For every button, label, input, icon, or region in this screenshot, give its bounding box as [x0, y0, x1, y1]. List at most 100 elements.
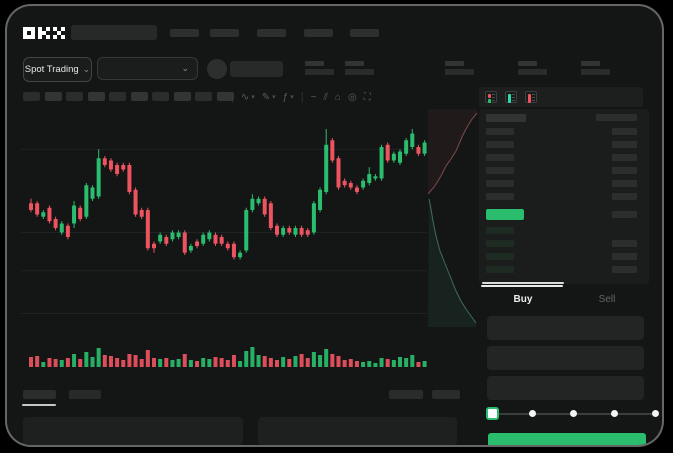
chart-settings-icon[interactable]: ◎ — [347, 91, 357, 103]
toolbar-divider: | — [231, 91, 234, 103]
timeframe-button-placeholder[interactable] — [66, 92, 83, 101]
buy-submit-button[interactable] — [488, 433, 646, 445]
market-type-label: Spot Trading — [24, 64, 79, 75]
timeframe-button-placeholder[interactable] — [87, 92, 105, 101]
nav-item-placeholder[interactable] — [210, 29, 239, 37]
order-input-placeholder[interactable] — [487, 316, 644, 340]
depth-chart — [427, 109, 481, 327]
ticker-stat-placeholder — [445, 61, 475, 81]
orderbook-scrollbar[interactable] — [482, 282, 564, 284]
line — [532, 100, 535, 101]
slider-handle[interactable] — [486, 407, 499, 420]
line — [532, 94, 535, 95]
line — [492, 100, 495, 101]
timeframe-button-placeholder[interactable] — [44, 92, 62, 101]
line — [512, 97, 515, 98]
tab-buy[interactable]: Buy — [513, 294, 533, 305]
line — [492, 94, 495, 95]
timeframe-button-placeholder[interactable] — [152, 92, 169, 101]
pair-name-placeholder — [230, 61, 283, 77]
orderbook-price-placeholder — [486, 240, 514, 247]
stat-label-placeholder — [305, 61, 324, 66]
ticker-stat-placeholder — [581, 61, 611, 81]
bottom-action-placeholder[interactable] — [432, 390, 460, 399]
stripe — [488, 99, 491, 103]
bottom-panel-placeholder — [258, 417, 457, 445]
orderbook-price-placeholder — [486, 128, 514, 135]
avatar[interactable] — [207, 59, 227, 79]
compare-icon[interactable]: ⫽ — [323, 91, 328, 103]
tab-sell[interactable]: Sell — [598, 294, 616, 305]
logo-letter-O — [23, 27, 35, 39]
orderbook-price-placeholder — [486, 141, 514, 148]
logo-letter-K — [38, 27, 50, 39]
nav-item-placeholder[interactable] — [257, 29, 286, 37]
okx-logo-icon[interactable] — [23, 25, 65, 41]
orderbook-amount-placeholder — [612, 253, 637, 260]
timeframe-button-placeholder[interactable] — [109, 92, 126, 101]
drawing-tool-icon[interactable]: ✎ ▾ — [261, 91, 276, 103]
candle-style-icon[interactable]: ∿ ▾ — [240, 91, 255, 103]
orderbook-amount-placeholder — [612, 167, 637, 174]
nav-item-placeholder[interactable] — [170, 29, 199, 37]
orderbook-amount-placeholder — [612, 240, 637, 247]
orderbook-price-placeholder — [486, 154, 514, 161]
timeframe-button-placeholder[interactable] — [216, 92, 234, 101]
orderbook-price-placeholder — [486, 227, 514, 234]
line — [492, 97, 495, 98]
stat-value-placeholder — [345, 69, 374, 75]
orderbook-amount-placeholder — [612, 128, 637, 135]
toolbar-divider: | — [300, 91, 304, 103]
chevron-down-icon: ⌄ — [82, 64, 91, 74]
slider-stop[interactable] — [611, 410, 618, 417]
orderbook-amount-placeholder — [596, 114, 637, 121]
active-tab-indicator — [481, 285, 563, 287]
stripe — [508, 94, 511, 103]
bottom-tab-history[interactable] — [69, 390, 101, 399]
slider-stop[interactable] — [652, 410, 659, 417]
header-title-placeholder — [71, 25, 157, 40]
line-overlay-icon[interactable]: ~ — [310, 91, 317, 103]
candlestick-chart[interactable] — [21, 109, 427, 337]
nav-item-placeholder[interactable] — [350, 29, 379, 37]
app-window: Spot Trading ⌄ ⌄ | ∿ ▾ ✎ ▾ ƒ ▾ | ~ ⫽ ⌂ ◎ ⛶ Buy Sell — [5, 4, 664, 447]
market-type-select[interactable]: Spot Trading ⌄ — [23, 57, 92, 82]
timeframe-button-placeholder[interactable] — [195, 92, 212, 101]
orderbook-amount-placeholder — [612, 193, 637, 200]
orderbook-amount-placeholder — [612, 141, 637, 148]
orderbook-price-placeholder — [486, 193, 514, 200]
snapshot-icon[interactable]: ⌂ — [334, 91, 341, 103]
orderbook-amount-placeholder — [612, 154, 637, 161]
nav-item-placeholder[interactable] — [304, 29, 333, 37]
timeframe-button-placeholder[interactable] — [23, 92, 40, 101]
asks-book-icon[interactable] — [525, 91, 537, 103]
orderbook-price-placeholder — [486, 266, 514, 273]
chart-tools: | ∿ ▾ ✎ ▾ ƒ ▾ | ~ ⫽ ⌂ ◎ ⛶ — [231, 89, 371, 105]
timeframe-button-placeholder[interactable] — [173, 92, 191, 101]
bottom-tab-orders[interactable] — [23, 390, 56, 399]
orderbook-price-placeholder — [486, 167, 514, 174]
bottom-action-placeholder[interactable] — [389, 390, 423, 399]
line — [512, 94, 515, 95]
order-input-placeholder[interactable] — [487, 346, 644, 370]
orderbook-price-placeholder — [486, 253, 514, 260]
order-input-placeholder[interactable] — [487, 376, 644, 400]
trade-panel: Buy Sell — [479, 285, 661, 445]
stripe — [528, 94, 531, 103]
timeframe-button-placeholder[interactable] — [130, 92, 148, 101]
bottom-panel-placeholder — [23, 417, 243, 445]
bids-book-icon[interactable] — [505, 91, 517, 103]
logo-letter-X — [53, 27, 65, 39]
ticker-stat-placeholder — [518, 61, 548, 81]
slider-stop[interactable] — [570, 410, 577, 417]
fullscreen-icon[interactable]: ⛶ — [363, 91, 371, 103]
indicator-icon[interactable]: ƒ ▾ — [282, 91, 294, 103]
ticker-stat-placeholder — [345, 61, 375, 81]
orderbook[interactable] — [479, 109, 649, 284]
pair-select[interactable]: ⌄ — [97, 57, 198, 80]
slider-stop[interactable] — [529, 410, 536, 417]
combined-book-icon[interactable] — [485, 91, 497, 103]
line — [532, 97, 535, 98]
stat-value-placeholder — [581, 69, 610, 75]
stat-value-placeholder — [518, 69, 547, 75]
